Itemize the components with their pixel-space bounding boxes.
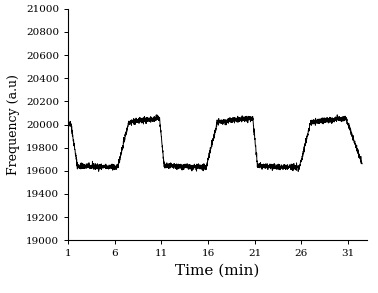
X-axis label: Time (min): Time (min) xyxy=(175,264,260,278)
Y-axis label: Frequency (a.u): Frequency (a.u) xyxy=(7,74,20,175)
